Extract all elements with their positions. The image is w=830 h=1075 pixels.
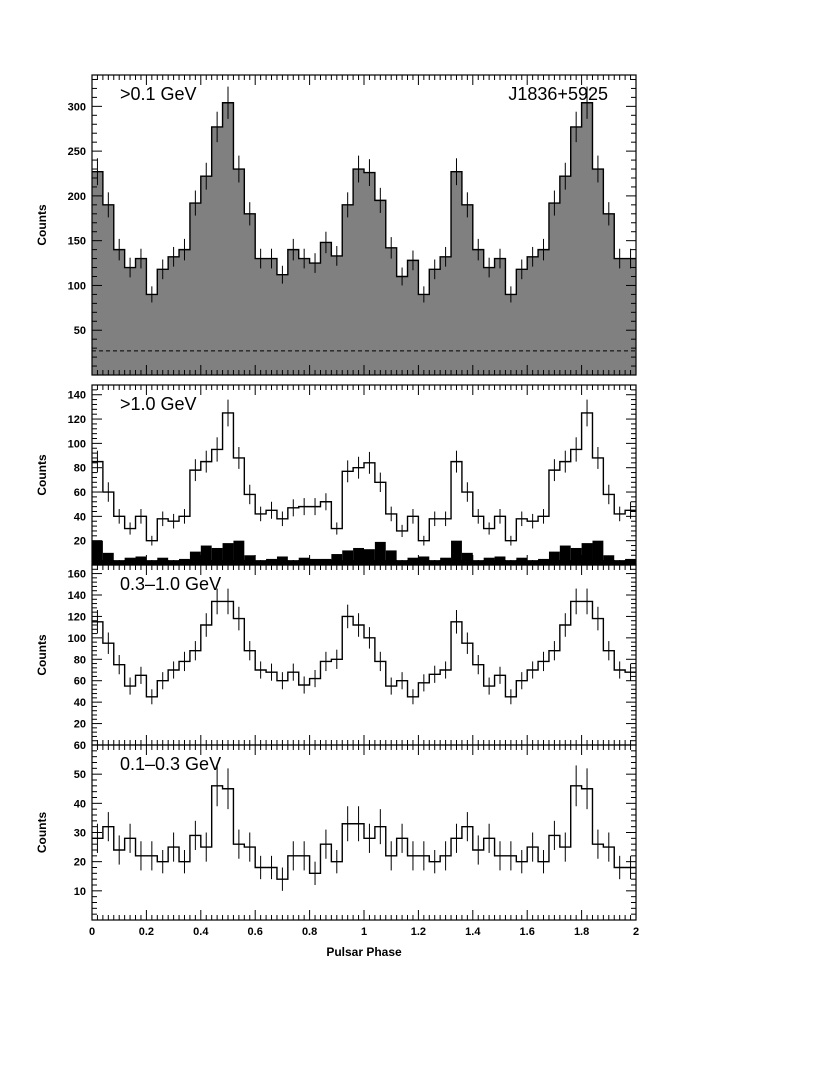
y-axis-title: Counts <box>35 812 49 854</box>
y-tick-label: 250 <box>68 146 86 158</box>
y-tick-label: 80 <box>74 654 86 666</box>
panel-1: 50 100 150 200 250 300 Counts >0.1 GeV <box>35 74 637 376</box>
panel-3: 20 40 60 80 100 120 140 160 Counts 0.3–1.0 GeV <box>35 564 637 746</box>
x-tick-label: 1.2 <box>411 926 426 938</box>
x-tick-label: 1 <box>361 926 367 938</box>
energy-band-label: >0.1 GeV <box>120 84 197 104</box>
background-bar <box>548 551 560 565</box>
x-tick-label: 0.4 <box>193 926 209 938</box>
y-tick-label: 60 <box>74 740 86 752</box>
y-tick-label: 140 <box>68 390 86 402</box>
y-tick-label: 150 <box>68 236 86 248</box>
background-bar <box>451 540 462 565</box>
background-bar <box>331 554 343 565</box>
background-bar <box>189 551 201 565</box>
background-bar <box>92 540 103 565</box>
background-bar <box>570 547 582 565</box>
x-tick-label: 0 <box>89 926 95 938</box>
y-tick-label: 100 <box>68 438 86 450</box>
y-tick-label: 40 <box>74 697 86 709</box>
x-tick-label: 0.2 <box>139 926 154 938</box>
y-tick-label: 50 <box>74 325 86 337</box>
y-tick-label: 10 <box>74 886 86 898</box>
x-tick-label: 0.6 <box>248 926 263 938</box>
histogram-step-line <box>92 785 636 880</box>
y-tick-label: 40 <box>74 511 86 523</box>
y-tick-label: 60 <box>74 487 86 499</box>
background-bar <box>353 547 364 565</box>
y-tick-label: 80 <box>74 463 86 475</box>
y-axis-title: Counts <box>35 454 49 496</box>
background-bar <box>342 550 354 565</box>
background-bar <box>222 543 234 565</box>
x-tick-label: 0.8 <box>302 926 317 938</box>
background-bar <box>374 541 386 565</box>
background-bar <box>102 552 114 565</box>
y-tick-label: 160 <box>68 569 86 581</box>
energy-band-label: 0.1–0.3 GeV <box>120 754 221 774</box>
y-tick-label: 40 <box>74 798 86 810</box>
x-axis-title: Pulsar Phase <box>326 945 402 959</box>
x-tick-label: 1.8 <box>574 926 589 938</box>
histogram-step-line <box>92 412 636 542</box>
histogram-step-line <box>92 102 636 296</box>
background-bar <box>385 550 397 565</box>
background-bar <box>200 545 212 565</box>
background-bar <box>233 540 245 565</box>
y-tick-label: 140 <box>68 590 86 602</box>
y-tick-label: 20 <box>74 857 86 869</box>
panel-4: 10 20 30 40 50 60 Counts 0.1–0.3 GeV <box>35 740 637 921</box>
source-name-label: J1836+5925 <box>508 84 608 104</box>
energy-band-label: >1.0 GeV <box>120 394 197 414</box>
x-tick-label: 1.6 <box>520 926 535 938</box>
y-tick-label: 200 <box>68 191 86 203</box>
panel-2: 20 40 60 80 100 120 140 Counts >1.0 GeV <box>35 384 637 566</box>
background-bar <box>592 540 604 565</box>
energy-band-label: 0.3–1.0 GeV <box>120 574 221 594</box>
background-bar <box>461 552 473 565</box>
y-tick-label: 100 <box>68 280 86 292</box>
y-tick-label: 120 <box>68 414 86 426</box>
y-axis-title: Counts <box>35 204 49 246</box>
y-tick-label: 30 <box>74 828 86 840</box>
y-tick-label: 20 <box>74 719 86 731</box>
background-bar <box>559 545 571 565</box>
x-tick-label: 2 <box>633 926 639 938</box>
y-tick-label: 20 <box>74 536 86 548</box>
y-tick-label: 300 <box>68 101 86 113</box>
y-tick-label: 60 <box>74 676 86 688</box>
y-tick-label: 120 <box>68 611 86 623</box>
background-bar <box>581 543 593 565</box>
background-bar <box>211 547 223 565</box>
histogram-fill <box>92 102 636 375</box>
y-tick-label: 100 <box>68 633 86 645</box>
background-bar <box>364 549 375 565</box>
y-axis-title: Counts <box>35 634 49 676</box>
y-tick-label: 50 <box>74 769 86 781</box>
x-tick-label: 1.4 <box>465 926 481 938</box>
histogram-step-line <box>92 600 636 698</box>
